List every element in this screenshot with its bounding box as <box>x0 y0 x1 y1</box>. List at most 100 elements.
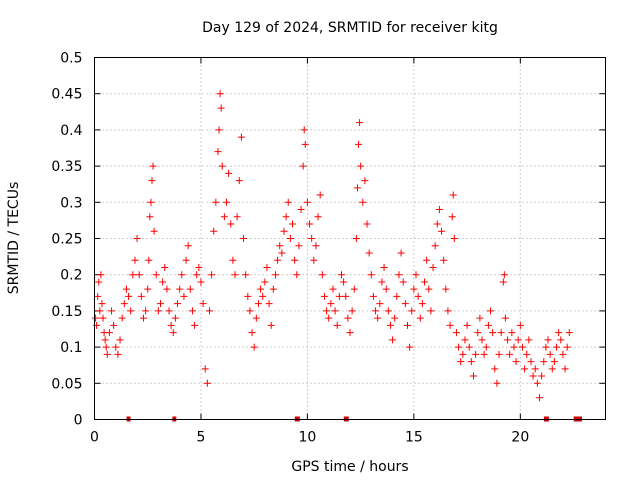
data-point <box>500 271 508 279</box>
data-point <box>563 343 571 351</box>
data-point <box>274 256 282 264</box>
data-point <box>98 300 106 308</box>
y-tick-label: 0.15 <box>51 304 82 320</box>
data-point <box>335 292 343 300</box>
data-point <box>191 321 199 329</box>
data-point <box>465 343 473 351</box>
data-point <box>314 213 322 221</box>
data-point <box>393 292 401 300</box>
data-point <box>538 372 546 380</box>
data-point <box>171 314 179 322</box>
data-point <box>276 242 284 250</box>
data-point <box>440 256 448 264</box>
data-point <box>178 271 186 279</box>
data-point <box>145 256 153 264</box>
data-point <box>433 220 441 228</box>
data-point <box>361 177 369 185</box>
data-point <box>327 300 335 308</box>
x-tick-label: 5 <box>196 430 205 446</box>
data-point <box>356 119 364 127</box>
data-point <box>457 358 465 366</box>
data-point <box>363 220 371 228</box>
data-point <box>395 271 403 279</box>
data-point <box>499 278 507 286</box>
data-point <box>144 285 152 293</box>
data-point <box>201 365 209 373</box>
data-point <box>359 198 367 206</box>
data-point <box>203 379 211 387</box>
data-point <box>261 278 269 286</box>
data-point <box>382 285 390 293</box>
y-tick-label: 0.25 <box>51 232 82 248</box>
data-point <box>352 235 360 242</box>
data-point <box>521 365 529 373</box>
data-point <box>452 329 460 337</box>
data-point <box>414 292 422 300</box>
data-point <box>220 213 228 221</box>
data-point <box>448 213 456 221</box>
data-point <box>303 198 311 206</box>
data-point <box>401 300 409 308</box>
data-point <box>142 307 150 315</box>
data-point <box>96 307 104 315</box>
data-point <box>310 256 318 264</box>
data-point <box>512 358 520 366</box>
data-point <box>557 336 565 344</box>
data-point <box>478 336 486 344</box>
data-point <box>380 263 388 271</box>
data-point <box>131 256 139 264</box>
data-point <box>248 329 256 337</box>
data-point <box>97 271 105 279</box>
y-tick-label: 0.5 <box>60 51 82 67</box>
data-point <box>384 307 392 315</box>
chart-title: Day 129 of 2024, SRMTID for receiver kit… <box>202 20 498 36</box>
data-point <box>372 307 380 315</box>
y-tick-label: 0.3 <box>60 195 82 211</box>
data-point <box>169 329 177 337</box>
data-point <box>154 307 162 315</box>
data-point <box>193 271 201 279</box>
data-point <box>146 213 154 221</box>
data-point <box>306 220 314 228</box>
data-point <box>435 206 443 214</box>
data-point <box>320 292 328 300</box>
data-point <box>184 242 192 250</box>
data-point <box>225 169 233 177</box>
data-point <box>350 285 358 293</box>
data-point <box>353 184 361 192</box>
data-point <box>455 343 463 351</box>
data-point <box>506 350 514 358</box>
data-point <box>250 343 258 351</box>
data-point <box>120 300 128 308</box>
data-point <box>127 307 135 315</box>
data-point <box>495 350 503 358</box>
data-point <box>289 220 297 228</box>
data-point <box>139 314 147 322</box>
data-point <box>180 292 188 300</box>
data-point <box>159 278 167 286</box>
data-point <box>215 126 223 134</box>
data-point <box>416 314 424 322</box>
data-point <box>546 350 554 358</box>
data-point <box>497 329 505 337</box>
data-point <box>561 365 569 373</box>
data-point <box>176 285 184 293</box>
data-point <box>555 329 563 337</box>
data-point <box>212 198 220 206</box>
data-point <box>523 350 531 358</box>
data-point <box>102 343 110 351</box>
data-point <box>135 271 143 279</box>
data-point <box>431 242 439 250</box>
data-point <box>378 278 386 286</box>
data-point <box>312 242 320 250</box>
data-point <box>233 213 241 221</box>
data-point <box>516 321 524 329</box>
data-point <box>482 343 490 351</box>
grid <box>94 57 606 420</box>
data-point <box>527 358 535 366</box>
data-point <box>157 300 165 308</box>
data-point <box>344 314 352 322</box>
data-point <box>487 307 495 315</box>
data-point <box>525 336 533 344</box>
data-point <box>501 314 509 322</box>
